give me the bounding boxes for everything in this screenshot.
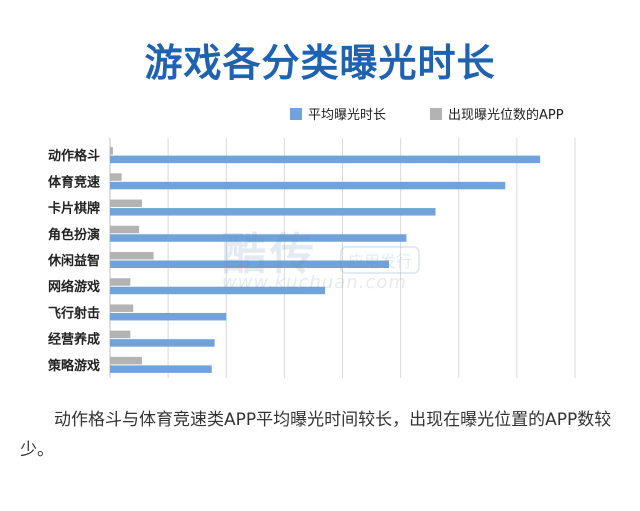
bar-app-count: [110, 330, 131, 339]
category-label: 角色扮演: [48, 227, 100, 243]
category-label: 飞行射击: [48, 305, 100, 321]
category-label: 经营养成: [48, 332, 100, 348]
grid-lines: [109, 138, 576, 378]
bars: [110, 147, 541, 373]
bar-app-count: [110, 304, 134, 312]
bar-avg-exposure: [110, 286, 326, 295]
bar-avg-exposure: [110, 365, 212, 373]
bar-avg-exposure: [110, 339, 215, 347]
bar-avg-exposure: [110, 181, 506, 190]
category-label: 动作格斗: [48, 148, 100, 164]
chart-caption: 动作格斗与体育竞速类APP平均曝光时间较长，出现在曝光位置的APP数较少。: [20, 410, 612, 460]
bar-app-count: [110, 199, 142, 208]
category-label: 卡片棋牌: [48, 201, 100, 217]
legend-item-avg-exposure: 平均曝光时长: [290, 104, 386, 123]
bar-avg-exposure: [110, 260, 389, 268]
bar-app-count: [110, 356, 142, 365]
legend-swatch-avg-exposure: [290, 107, 302, 120]
bar-app-count: [110, 225, 140, 234]
bar-app-count: [110, 147, 113, 155]
bar-avg-exposure: [110, 155, 541, 164]
bar-app-count: [110, 278, 131, 286]
legend: 平均曝光时长 出现曝光位数的APP: [290, 104, 620, 124]
bar-app-count: [110, 252, 154, 260]
legend-swatch-app-count: [430, 107, 442, 120]
bar-avg-exposure: [110, 208, 436, 216]
legend-item-app-count: 出现曝光位数的APP: [430, 104, 564, 123]
bar-avg-exposure: [110, 312, 227, 321]
category-label: 网络游戏: [48, 279, 100, 295]
category-label: 策略游戏: [48, 358, 100, 374]
legend-label-avg-exposure: 平均曝光时长: [308, 108, 387, 123]
bar-app-count: [110, 173, 122, 181]
category-label: 体育竞速: [48, 174, 100, 190]
bar-avg-exposure: [110, 234, 407, 242]
category-label: 休闲益智: [47, 253, 100, 269]
chart-title: 游戏各分类曝光时长: [144, 41, 496, 85]
legend-label-app-count: 出现曝光位数的APP: [448, 108, 564, 123]
